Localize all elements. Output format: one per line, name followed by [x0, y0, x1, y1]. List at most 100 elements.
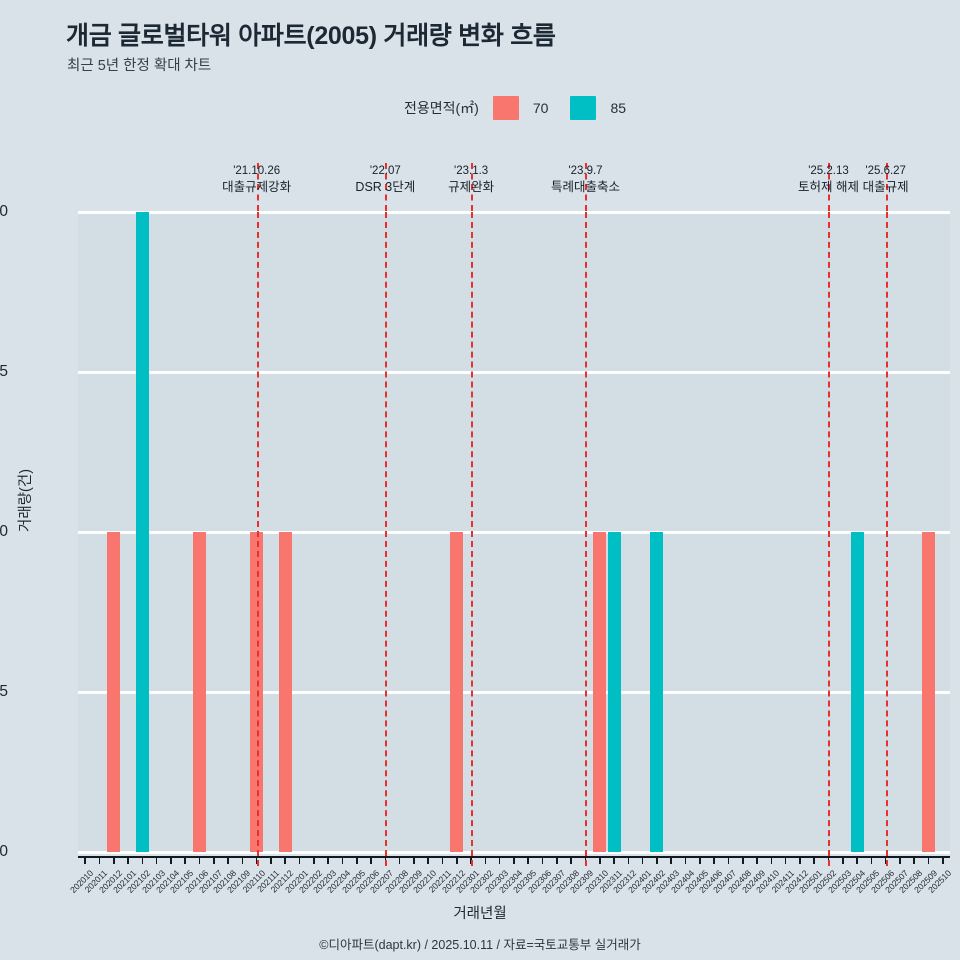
- x-tick: [370, 856, 372, 864]
- x-tick: [298, 856, 301, 864]
- y-tick-label: 2.0: [0, 203, 8, 220]
- x-tick: [942, 856, 944, 864]
- event-date: '23.9.7: [568, 165, 603, 177]
- event-line-top: [885, 163, 888, 211]
- x-tick: [627, 856, 630, 864]
- legend-item[interactable]: 85: [570, 96, 626, 120]
- x-tick: [284, 856, 287, 864]
- x-tick: [255, 856, 258, 864]
- bar[interactable]: [193, 532, 206, 852]
- y-tick-label: 1.5: [0, 363, 8, 380]
- x-tick: [713, 856, 715, 864]
- x-tick: [241, 856, 244, 864]
- x-tick: [227, 856, 229, 864]
- event-annotation: '25.2.13 토허제 해제: [798, 164, 859, 196]
- x-tick: [198, 856, 201, 864]
- bar[interactable]: [850, 532, 864, 852]
- event-date: '23.1.3: [454, 165, 489, 177]
- x-tick: [98, 856, 101, 864]
- x-tick: [913, 856, 916, 864]
- plot-area: [78, 210, 950, 866]
- y-tick-label: 0.0: [0, 843, 8, 860]
- x-tick: [927, 856, 930, 864]
- bar[interactable]: [607, 532, 621, 852]
- event-annotation: '25.6.27 대출규제: [863, 164, 909, 196]
- gridline: [78, 210, 950, 214]
- x-tick: [656, 856, 658, 864]
- x-tick: [641, 856, 644, 864]
- event-line: [471, 212, 474, 866]
- x-axis-title: 거래년월: [453, 906, 507, 922]
- x-tick: [884, 856, 887, 864]
- x-tick: [398, 856, 401, 864]
- bar[interactable]: [135, 212, 149, 852]
- bar[interactable]: [107, 532, 121, 852]
- event-line: [256, 212, 259, 866]
- x-tick: [127, 856, 129, 864]
- gridline: [78, 850, 950, 854]
- event-date: '25.2.13: [808, 165, 849, 177]
- event-annotation: '23.9.7 특례대출축소: [551, 164, 620, 196]
- legend-label: 70: [532, 100, 549, 116]
- event-line-top: [256, 163, 259, 211]
- legend-swatch-70: [492, 96, 519, 120]
- x-tick: [541, 856, 544, 864]
- event-annotation: '23.1.3 규제완화: [448, 164, 494, 196]
- gridline: [78, 370, 950, 374]
- x-tick: [213, 856, 215, 864]
- legend-item[interactable]: 70: [492, 96, 549, 120]
- event-name: 특례대출축소: [550, 180, 620, 194]
- legend-title: 전용면적(㎡): [404, 100, 479, 116]
- event-line-top: [471, 163, 474, 211]
- bar[interactable]: [922, 532, 936, 852]
- event-date: '21.10.26: [233, 165, 281, 177]
- x-tick: [899, 856, 901, 864]
- event-line: [885, 212, 888, 866]
- x-tick: [413, 856, 415, 864]
- x-tick: [598, 856, 601, 864]
- x-tick: [441, 856, 444, 864]
- chart-subtitle: 최근 5년 한정 확대 차트: [67, 58, 212, 74]
- x-tick: [727, 856, 730, 864]
- footer-credit: ©디아파트(dapt.kr) / 2025.10.11 / 자료=국토교통부 실…: [319, 938, 641, 952]
- event-name: 토허제 해제: [797, 180, 859, 194]
- x-tick: [570, 856, 572, 864]
- x-tick: [684, 856, 687, 864]
- event-line: [585, 212, 588, 866]
- x-tick: [498, 856, 501, 864]
- event-line-top: [828, 163, 831, 211]
- x-tick: [112, 856, 115, 864]
- x-tick: [141, 856, 144, 864]
- x-tick: [741, 856, 744, 864]
- x-tick: [155, 856, 158, 864]
- event-annotation: '22.07 DSR 3단계: [355, 164, 415, 196]
- event-line-top: [585, 163, 588, 211]
- x-tick: [341, 856, 344, 864]
- x-tick: [313, 856, 315, 864]
- legend-swatch-85: [570, 96, 597, 120]
- x-tick: [355, 856, 358, 864]
- x-tick: [384, 856, 387, 864]
- event-name: 규제완화: [448, 180, 495, 194]
- gridline: [78, 690, 950, 694]
- x-tick: [613, 856, 615, 864]
- bar[interactable]: [650, 532, 664, 852]
- x-tick: [484, 856, 487, 864]
- gridline: [78, 530, 950, 534]
- bar[interactable]: [278, 532, 292, 852]
- x-tick: [784, 856, 787, 864]
- y-tick-label: 0.5: [0, 683, 8, 700]
- bar[interactable]: [450, 532, 464, 852]
- event-date: '25.6.27: [865, 165, 906, 177]
- event-annotation: '21.10.26 대출규제강화: [222, 164, 291, 196]
- chart-title: 개금 글로벌타워 아파트(2005) 거래량 변화 흐름: [66, 22, 556, 50]
- x-tick: [856, 856, 858, 864]
- legend-label: 85: [610, 100, 627, 116]
- y-tick-label: 1.0: [0, 523, 8, 540]
- x-tick: [170, 856, 172, 864]
- x-tick: [870, 856, 873, 864]
- event-name: 대출규제: [862, 180, 909, 194]
- event-line: [385, 212, 388, 866]
- bar[interactable]: [593, 532, 607, 852]
